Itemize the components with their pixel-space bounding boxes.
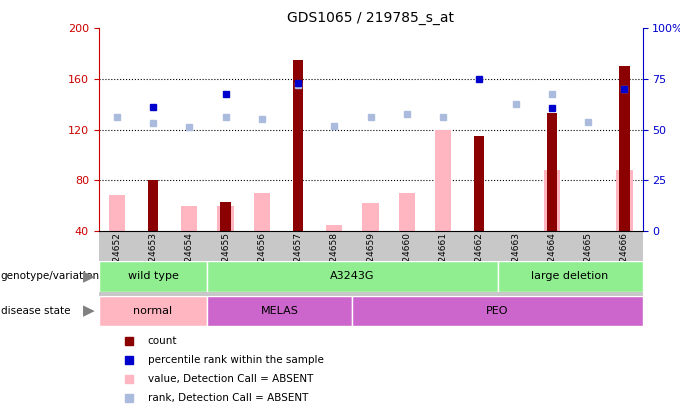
Bar xyxy=(218,206,234,231)
Text: ▶: ▶ xyxy=(84,303,95,318)
Bar xyxy=(544,170,560,231)
Bar xyxy=(352,296,643,326)
Bar xyxy=(362,203,379,231)
Bar xyxy=(207,296,352,326)
Bar xyxy=(99,296,207,326)
Bar xyxy=(619,66,630,231)
Bar xyxy=(616,170,632,231)
Text: MELAS: MELAS xyxy=(261,306,299,316)
Text: wild type: wild type xyxy=(128,271,178,281)
Bar xyxy=(435,130,452,231)
Bar xyxy=(547,113,557,231)
Text: PEO: PEO xyxy=(486,306,509,316)
Text: value, Detection Call = ABSENT: value, Detection Call = ABSENT xyxy=(148,374,313,384)
Bar xyxy=(326,224,343,231)
Bar xyxy=(398,193,415,231)
Bar xyxy=(293,60,303,231)
Bar xyxy=(207,261,498,292)
Bar xyxy=(220,202,231,231)
Bar xyxy=(148,180,158,231)
Text: A3243G: A3243G xyxy=(330,271,375,281)
Text: percentile rank within the sample: percentile rank within the sample xyxy=(148,355,324,365)
Text: count: count xyxy=(148,336,177,346)
Text: rank, Detection Call = ABSENT: rank, Detection Call = ABSENT xyxy=(148,393,308,403)
Bar xyxy=(181,206,197,231)
Text: ▶: ▶ xyxy=(84,269,95,284)
Text: disease state: disease state xyxy=(1,306,70,316)
Bar xyxy=(498,261,643,292)
Title: GDS1065 / 219785_s_at: GDS1065 / 219785_s_at xyxy=(287,11,454,25)
Bar xyxy=(99,261,207,292)
Bar xyxy=(109,196,125,231)
Bar xyxy=(254,193,270,231)
Text: large deletion: large deletion xyxy=(532,271,609,281)
Text: genotype/variation: genotype/variation xyxy=(1,271,100,281)
Text: normal: normal xyxy=(133,306,173,316)
Bar xyxy=(475,136,484,231)
